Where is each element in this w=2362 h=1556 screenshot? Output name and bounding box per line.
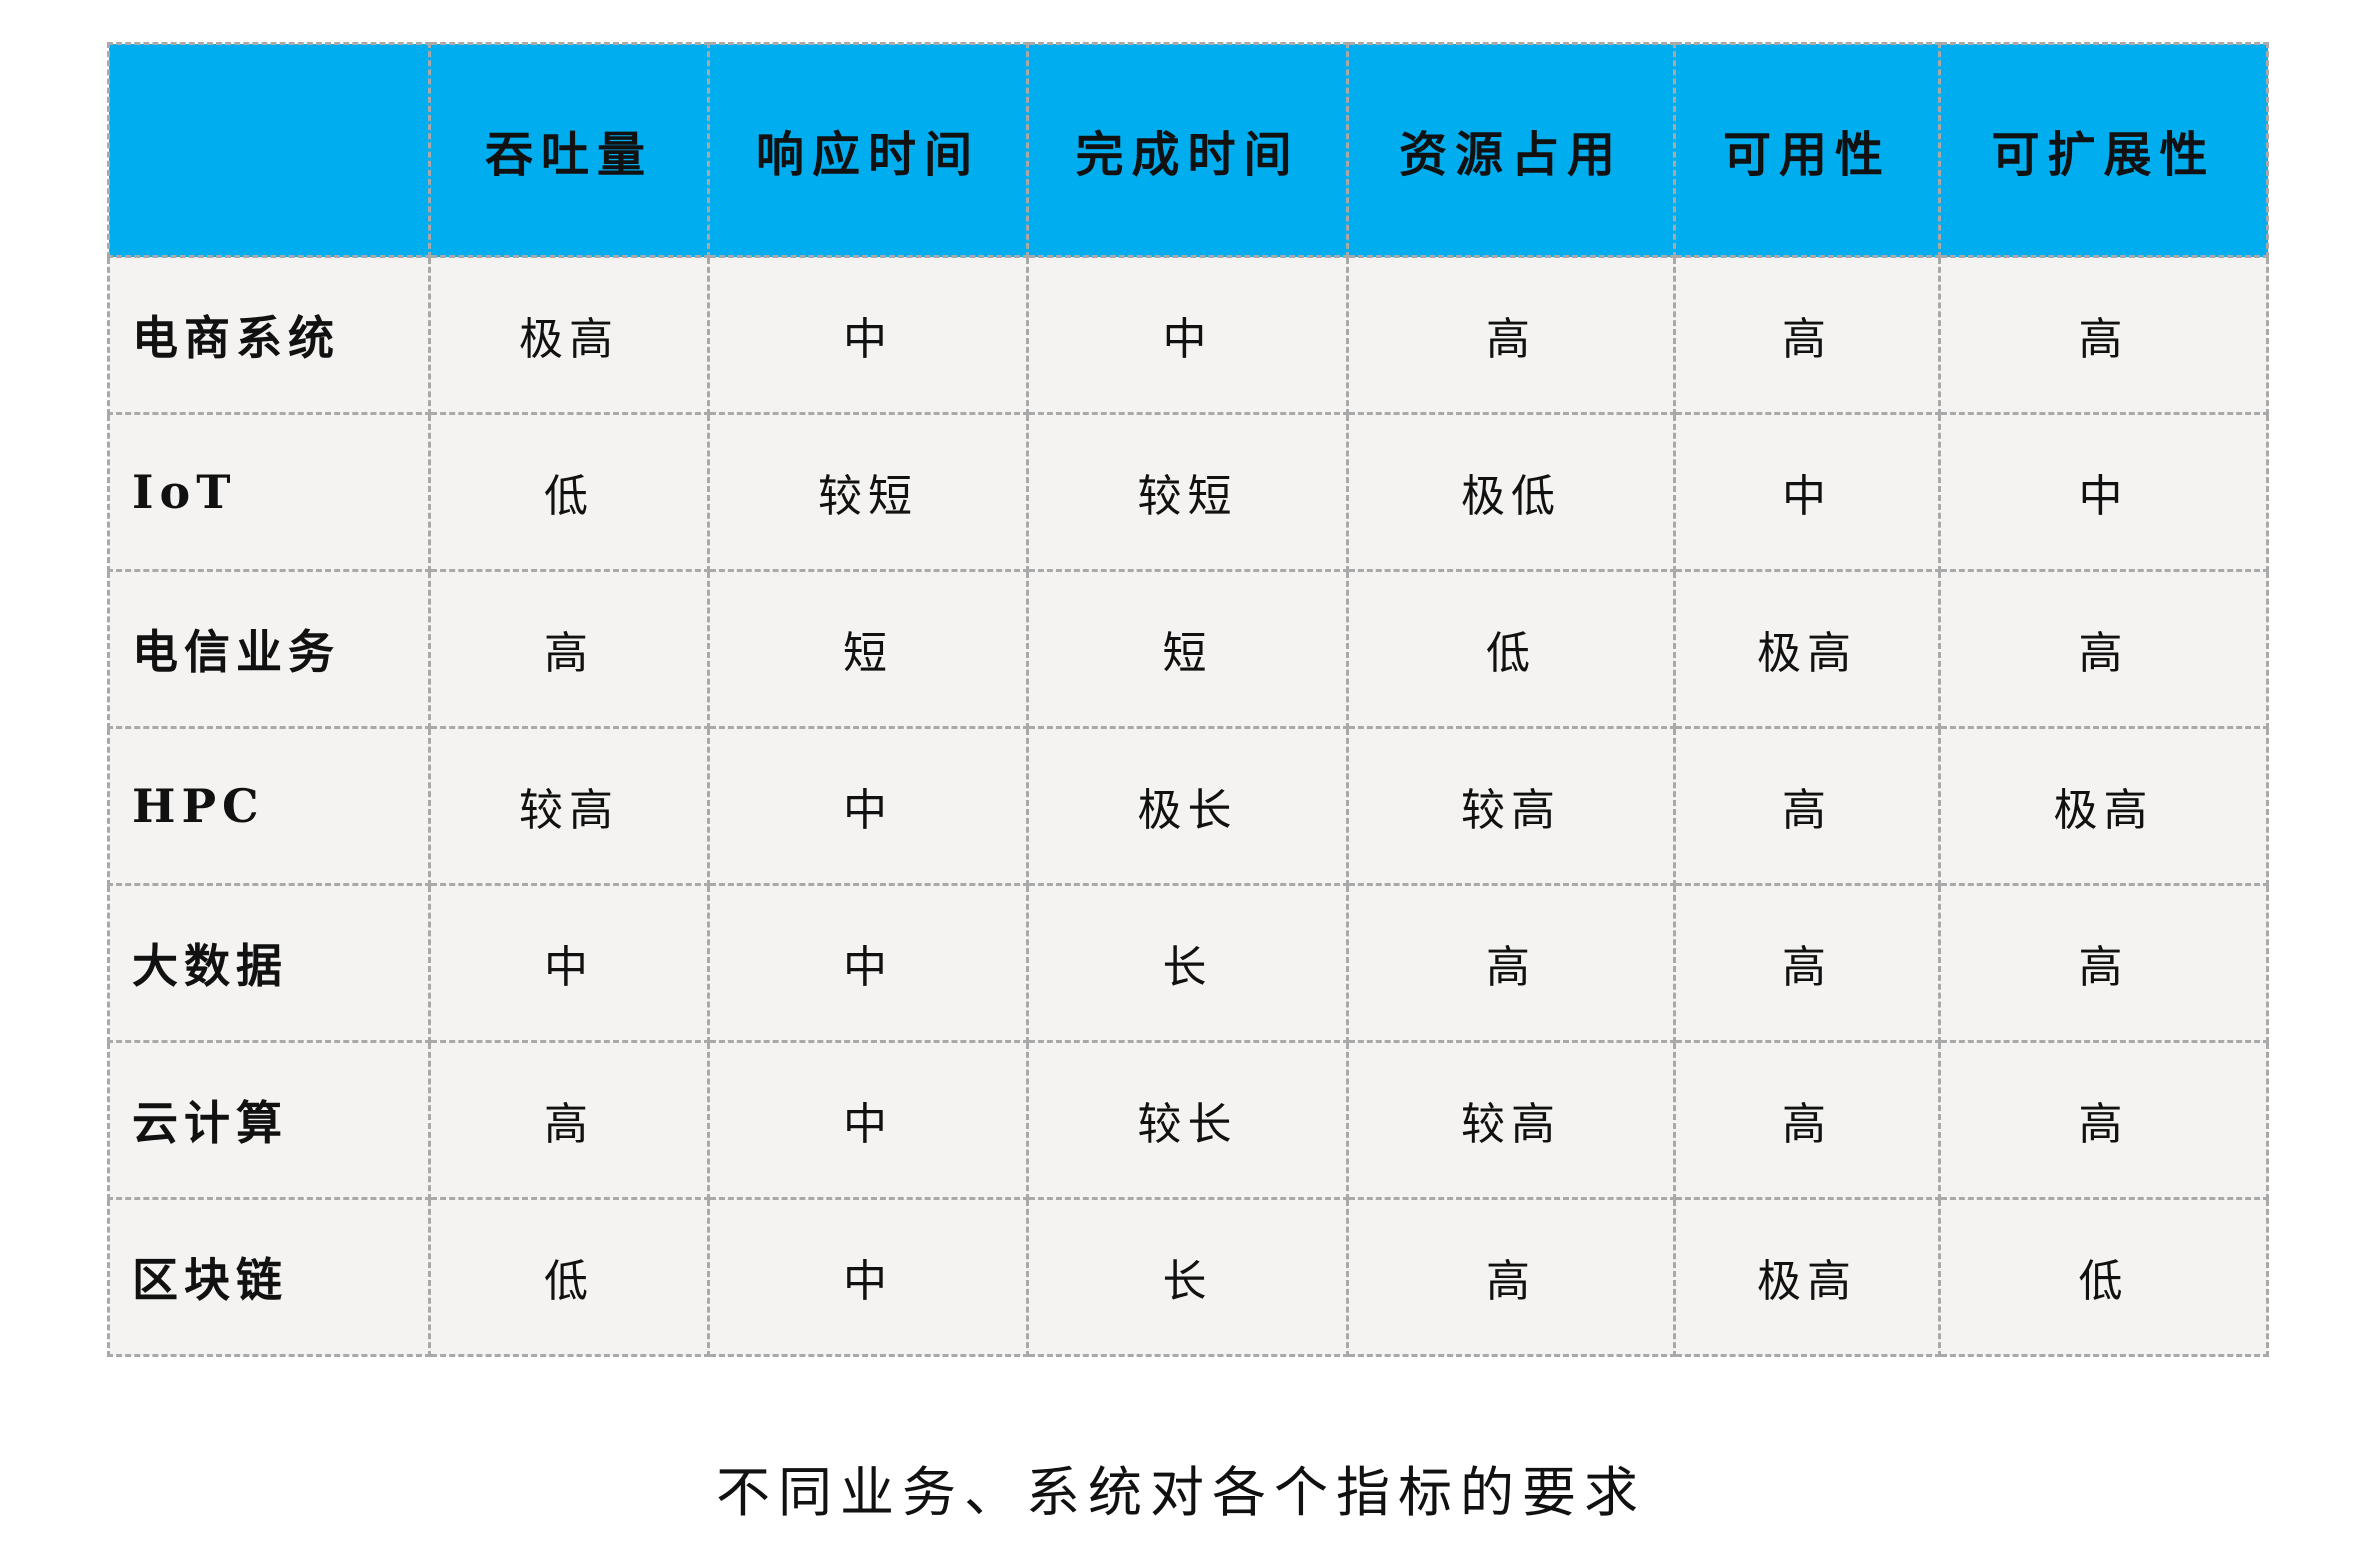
table-cell: 较长 (1026, 1040, 1349, 1200)
row-header-cell: HPC (107, 726, 431, 886)
table-row: 电商系统 极高中中高高高 (107, 255, 2269, 415)
table-cell: 极高 (428, 255, 710, 415)
table-cell: 极高 (1673, 569, 1941, 729)
table-cell: 极高 (1938, 726, 2269, 886)
table-cell: 较短 (1026, 412, 1349, 572)
table-cell: 低 (1346, 569, 1676, 729)
table-cell: 中 (707, 726, 1029, 886)
table-cell: 高 (1673, 726, 1941, 886)
table-cell: 极长 (1026, 726, 1349, 886)
column-header: 资源占用 (1346, 42, 1676, 258)
table-cell: 高 (1938, 569, 2269, 729)
table-cell: 中 (707, 255, 1029, 415)
row-header-cell: IoT (107, 412, 431, 572)
table-cell: 高 (428, 569, 710, 729)
table-cell: 高 (1938, 255, 2269, 415)
table-cell: 高 (1673, 1040, 1941, 1200)
table-cell: 低 (428, 1197, 710, 1357)
table-cell: 高 (1673, 883, 1941, 1043)
column-header: 可用性 (1673, 42, 1941, 258)
table-cell: 高 (428, 1040, 710, 1200)
table-cell: 低 (428, 412, 710, 572)
table-cell: 较高 (1346, 726, 1676, 886)
table-cell: 低 (1938, 1197, 2269, 1357)
table-row: 云计算高中较长 较高高高 (107, 1040, 2269, 1200)
table-cell: 较高 (1346, 1040, 1676, 1200)
table-cell: 高 (1673, 255, 1941, 415)
table-row: 电信业务高短短低极高高 (107, 569, 2269, 729)
table-cell: 短 (707, 569, 1029, 729)
column-header: 完成时间 (1026, 42, 1349, 258)
table-cell: 高 (1346, 255, 1676, 415)
table-cell: 高 (1346, 1197, 1676, 1357)
table-row: 区块链低中长高极高低 (107, 1197, 2269, 1357)
table-cell: 中 (707, 1197, 1029, 1357)
table-cell: 极低 (1346, 412, 1676, 572)
table-row: IoT 低较短 较短 极低中中 (107, 412, 2269, 572)
table-cell: 中 (1938, 412, 2269, 572)
column-header: 吞吐量 (428, 42, 710, 258)
table-cell: 中 (1673, 412, 1941, 572)
header-row: 吞吐量 响应时间 完成时间 资源占用 可用性 可扩展性 (107, 42, 2269, 258)
table-cell: 中 (707, 883, 1029, 1043)
table-cell: 高 (1938, 883, 2269, 1043)
table-cell: 中 (428, 883, 710, 1043)
row-header-cell: 电信业务 (107, 569, 431, 729)
row-header-cell: 大数据 (107, 883, 431, 1043)
table-cell: 中 (1026, 255, 1349, 415)
table-cell: 中 (707, 1040, 1029, 1200)
table-cell: 高 (1938, 1040, 2269, 1200)
header-corner-cell (107, 42, 431, 258)
row-header-cell: 区块链 (107, 1197, 431, 1357)
table-caption: 不同业务、系统对各个指标的要求 (716, 1461, 1646, 1524)
table-cell: 较高 (428, 726, 710, 886)
table-cell: 较短 (707, 412, 1029, 572)
table-cell: 极高 (1673, 1197, 1941, 1357)
table-cell: 长 (1026, 883, 1349, 1043)
table-cell: 高 (1346, 883, 1676, 1043)
table-row: HPC 较高中极长 较高高极高 (107, 726, 2269, 886)
table-cell: 长 (1026, 1197, 1349, 1357)
column-header: 响应时间 (707, 42, 1029, 258)
row-header-cell: 云计算 (107, 1040, 431, 1200)
table-cell: 短 (1026, 569, 1349, 729)
requirements-table: 吞吐量 响应时间 完成时间 资源占用 可用性 可扩展性 电商系统 极高中中高高高 IoT 低较短… (107, 42, 2269, 1357)
row-header-cell: 电商系统 (107, 255, 431, 415)
table-row: 大数据中中长高高高 (107, 883, 2269, 1043)
column-header: 可扩展性 (1938, 42, 2269, 258)
